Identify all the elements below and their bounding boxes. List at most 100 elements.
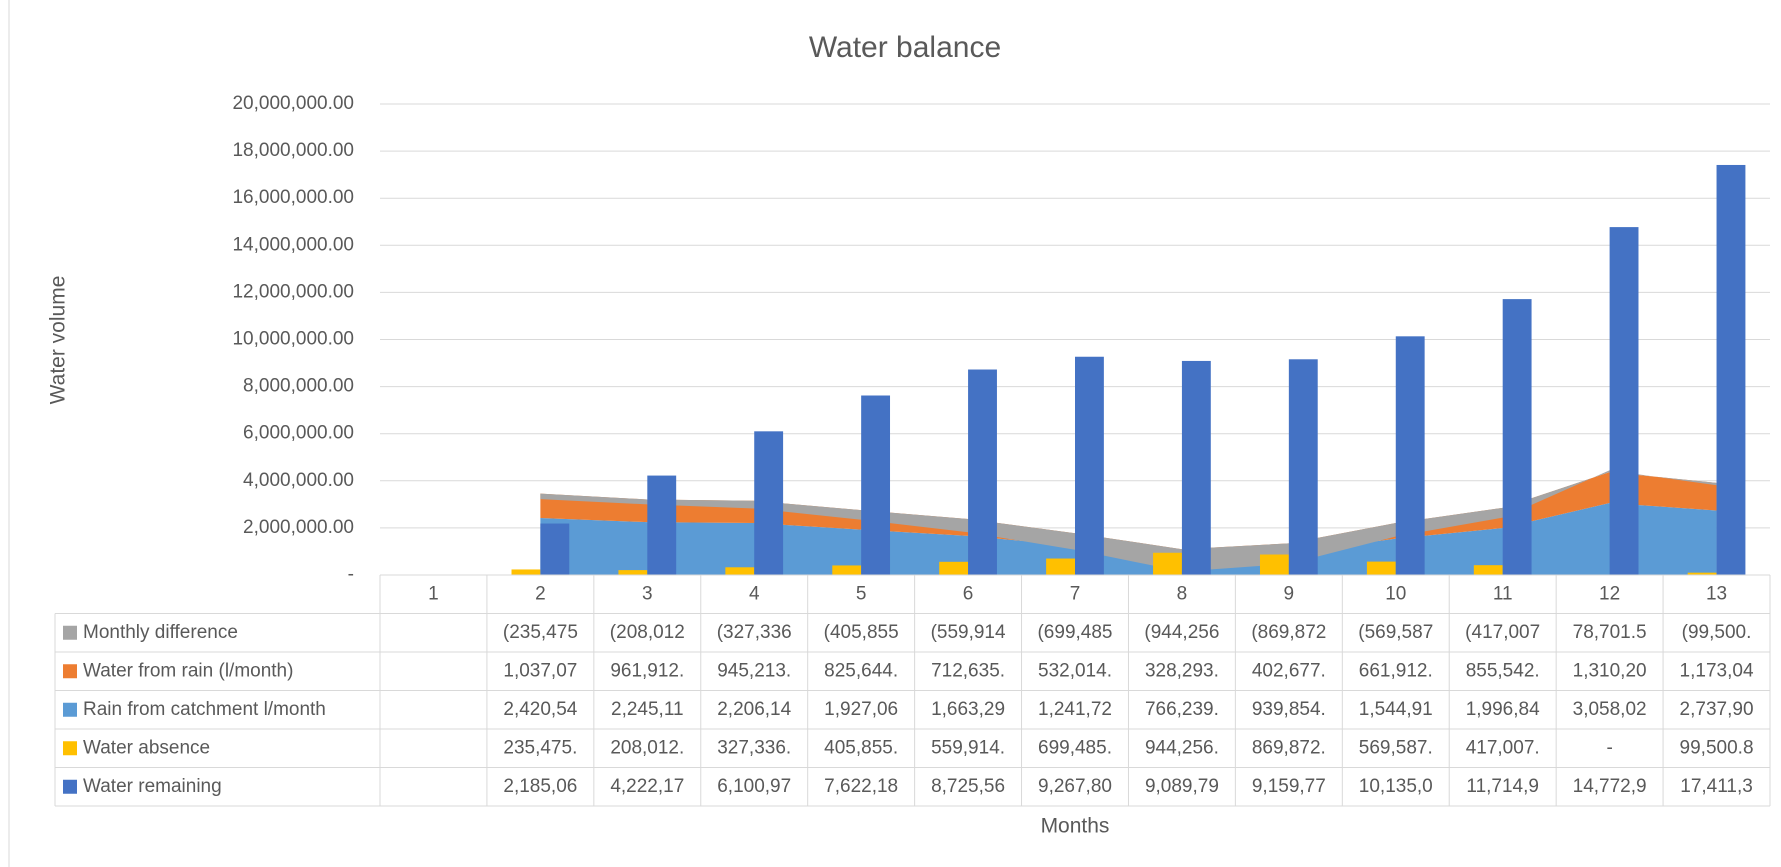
x-tick-label: 8 <box>1177 583 1188 604</box>
x-axis-label: Months <box>1041 815 1110 838</box>
table-value: 417,007. <box>1466 737 1540 758</box>
table-value: 1,996,84 <box>1466 699 1540 720</box>
y-tick-label: 2,000,000.00 <box>243 517 354 538</box>
legend-swatch <box>63 779 77 794</box>
column <box>511 569 541 575</box>
legend-label: Water remaining <box>83 776 222 797</box>
y-tick-label: 16,000,000.00 <box>232 187 354 208</box>
table-value: 825,644. <box>824 660 898 681</box>
table-value: 9,267,80 <box>1038 776 1112 797</box>
x-tick-label: 13 <box>1706 583 1727 604</box>
x-tick-label: 2 <box>535 583 546 604</box>
y-tick-label: 8,000,000.00 <box>243 376 354 397</box>
table-value: (417,007 <box>1465 622 1540 643</box>
column <box>1075 356 1104 575</box>
table-value: 532,014. <box>1038 660 1112 681</box>
x-tick-label: 3 <box>642 583 653 604</box>
table-value: 17,411,3 <box>1680 776 1753 797</box>
chart-title: Water balance <box>809 31 1001 64</box>
table-value: (235,475 <box>503 622 578 643</box>
table-value: 327,336. <box>717 737 791 758</box>
column <box>1395 336 1425 575</box>
table-value: 1,663,29 <box>931 699 1005 720</box>
table-value: 1,310,20 <box>1573 660 1647 681</box>
column <box>1687 572 1717 575</box>
table-value: 1,927,06 <box>824 699 898 720</box>
table-value: 939,854. <box>1252 699 1326 720</box>
y-tick-label: 14,000,000.00 <box>232 234 354 255</box>
column <box>1259 554 1289 575</box>
table-value: 11,714,9 <box>1466 776 1539 797</box>
column <box>968 369 997 575</box>
table-value: 1,173,04 <box>1680 660 1754 681</box>
table-value: 569,587. <box>1359 737 1433 758</box>
table-value: 699,485. <box>1038 737 1112 758</box>
table-value: 4,222,17 <box>610 776 684 797</box>
table-value: 208,012. <box>610 737 684 758</box>
column <box>832 565 862 575</box>
table-value: 1,544,91 <box>1359 699 1433 720</box>
x-tick-label: 9 <box>1284 583 1295 604</box>
table-value: 661,912. <box>1359 660 1433 681</box>
column <box>1502 299 1532 575</box>
legend-swatch <box>63 741 77 756</box>
table-value: 10,135,0 <box>1359 776 1433 797</box>
table-value: 9,159,77 <box>1252 776 1326 797</box>
column <box>725 567 755 575</box>
table-value: (944,256 <box>1144 622 1219 643</box>
table-value: 712,635. <box>931 660 1005 681</box>
legend-label: Monthly difference <box>83 622 238 643</box>
legend-label: Water from rain (l/month) <box>83 660 293 681</box>
table-value: (405,855 <box>824 622 899 643</box>
table-value: 1,241,72 <box>1038 699 1112 720</box>
table-value: 559,914. <box>931 737 1005 758</box>
column <box>939 561 969 575</box>
table-value: 2,737,90 <box>1680 699 1754 720</box>
table-value: 766,239. <box>1145 699 1219 720</box>
table-value: 235,475. <box>503 737 577 758</box>
table-value: 2,420,54 <box>503 699 577 720</box>
legend-label: Water absence <box>83 737 210 758</box>
table-value: (327,336 <box>717 622 792 643</box>
area <box>540 470 1717 572</box>
y-tick-label: 18,000,000.00 <box>232 140 354 161</box>
table-value: 9,089,79 <box>1145 776 1219 797</box>
table-value: 869,872. <box>1252 737 1326 758</box>
x-tick-label: 7 <box>1070 583 1081 604</box>
table-value: 3,058,02 <box>1573 699 1647 720</box>
table-value: 99,500.8 <box>1680 737 1754 758</box>
y-tick-label: 12,000,000.00 <box>232 281 354 302</box>
table-value: 402,677. <box>1252 660 1326 681</box>
column <box>1473 565 1503 575</box>
y-tick-label: 6,000,000.00 <box>243 423 354 444</box>
table-value: 7,622,18 <box>824 776 898 797</box>
table-value: 8,725,56 <box>931 776 1005 797</box>
column <box>861 395 891 575</box>
x-tick-label: 6 <box>963 583 974 604</box>
column <box>1153 552 1182 575</box>
table-value: 328,293. <box>1145 660 1219 681</box>
table-value: 2,185,06 <box>503 776 577 797</box>
legend-swatch <box>63 625 77 640</box>
table-value: 1,037,07 <box>503 660 577 681</box>
table-value: 6,100,97 <box>717 776 791 797</box>
y-tick-label: 20,000,000.00 <box>232 93 354 114</box>
column <box>754 431 784 575</box>
x-tick-label: 10 <box>1385 583 1406 604</box>
table-value: (559,914 <box>931 622 1006 643</box>
legend-swatch <box>63 664 77 679</box>
column <box>1046 558 1075 575</box>
column <box>540 523 570 575</box>
column <box>1366 561 1396 575</box>
table-value: 78,701.5 <box>1573 622 1647 643</box>
y-tick-label: 4,000,000.00 <box>243 470 354 491</box>
column <box>1609 227 1639 575</box>
table-value: (208,012 <box>610 622 685 643</box>
table-value: (569,587 <box>1358 622 1433 643</box>
table-value: - <box>1606 737 1612 758</box>
table-value: 2,206,14 <box>717 699 791 720</box>
legend-label: Rain from catchment l/month <box>83 699 326 720</box>
legend-swatch <box>63 702 77 717</box>
column <box>1181 360 1211 575</box>
